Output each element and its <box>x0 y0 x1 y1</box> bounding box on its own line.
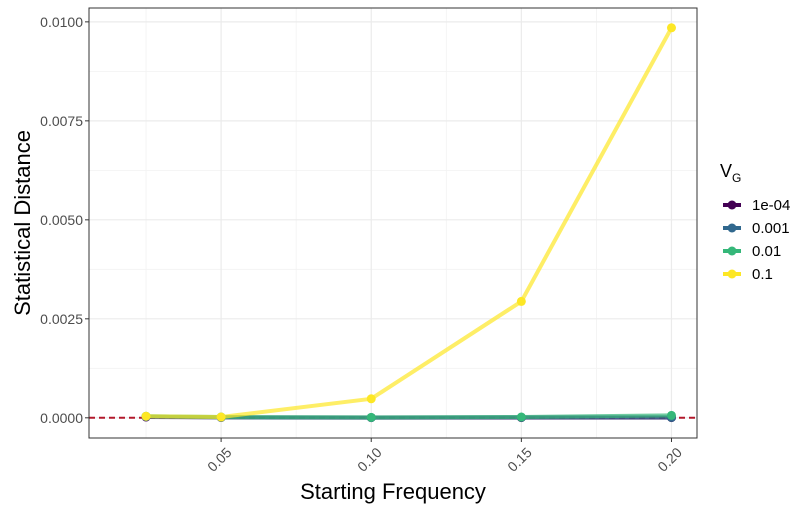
x-axis-title: Starting Frequency <box>300 479 486 504</box>
legend-item: 0.001 <box>723 220 790 237</box>
panel-border <box>88 7 698 439</box>
legend-items: 1e-04 0.001 0.01 0.1 <box>723 197 790 283</box>
series-layer <box>141 23 676 423</box>
legend-title-main: V <box>720 161 732 181</box>
data-point <box>366 394 376 404</box>
legend-item: 1e-04 <box>723 197 790 214</box>
grid <box>89 8 697 438</box>
legend: VG 1e-04 0.001 0.01 0.1 <box>720 161 790 283</box>
data-point <box>666 410 676 420</box>
legend-key-point <box>727 200 737 210</box>
y-tick-label: 0.0000 <box>40 410 83 426</box>
legend-label: 0.01 <box>752 243 781 260</box>
legend-key-point <box>727 223 737 233</box>
y-tick-label: 0.0075 <box>40 113 83 129</box>
legend-item: 0.01 <box>723 243 781 260</box>
legend-key-point <box>727 246 737 256</box>
series-3 <box>141 23 676 422</box>
legend-label: 1e-04 <box>752 197 790 214</box>
legend-label: 0.1 <box>752 266 773 283</box>
data-point <box>216 412 226 422</box>
data-point <box>666 23 676 33</box>
y-tick-label: 0.0100 <box>40 14 83 30</box>
y-tick-label: 0.0025 <box>40 311 83 327</box>
legend-key-point <box>727 269 737 279</box>
data-point <box>366 412 376 422</box>
legend-title: VG <box>720 161 741 185</box>
legend-label: 0.001 <box>752 220 790 237</box>
y-axis-title: Statistical Distance <box>10 130 35 316</box>
data-point <box>516 296 526 306</box>
legend-title-subscript: G <box>732 171 741 185</box>
y-tick-label: 0.0050 <box>40 212 83 228</box>
legend-item: 0.1 <box>723 266 773 283</box>
data-point <box>141 411 151 421</box>
data-point <box>516 412 526 422</box>
